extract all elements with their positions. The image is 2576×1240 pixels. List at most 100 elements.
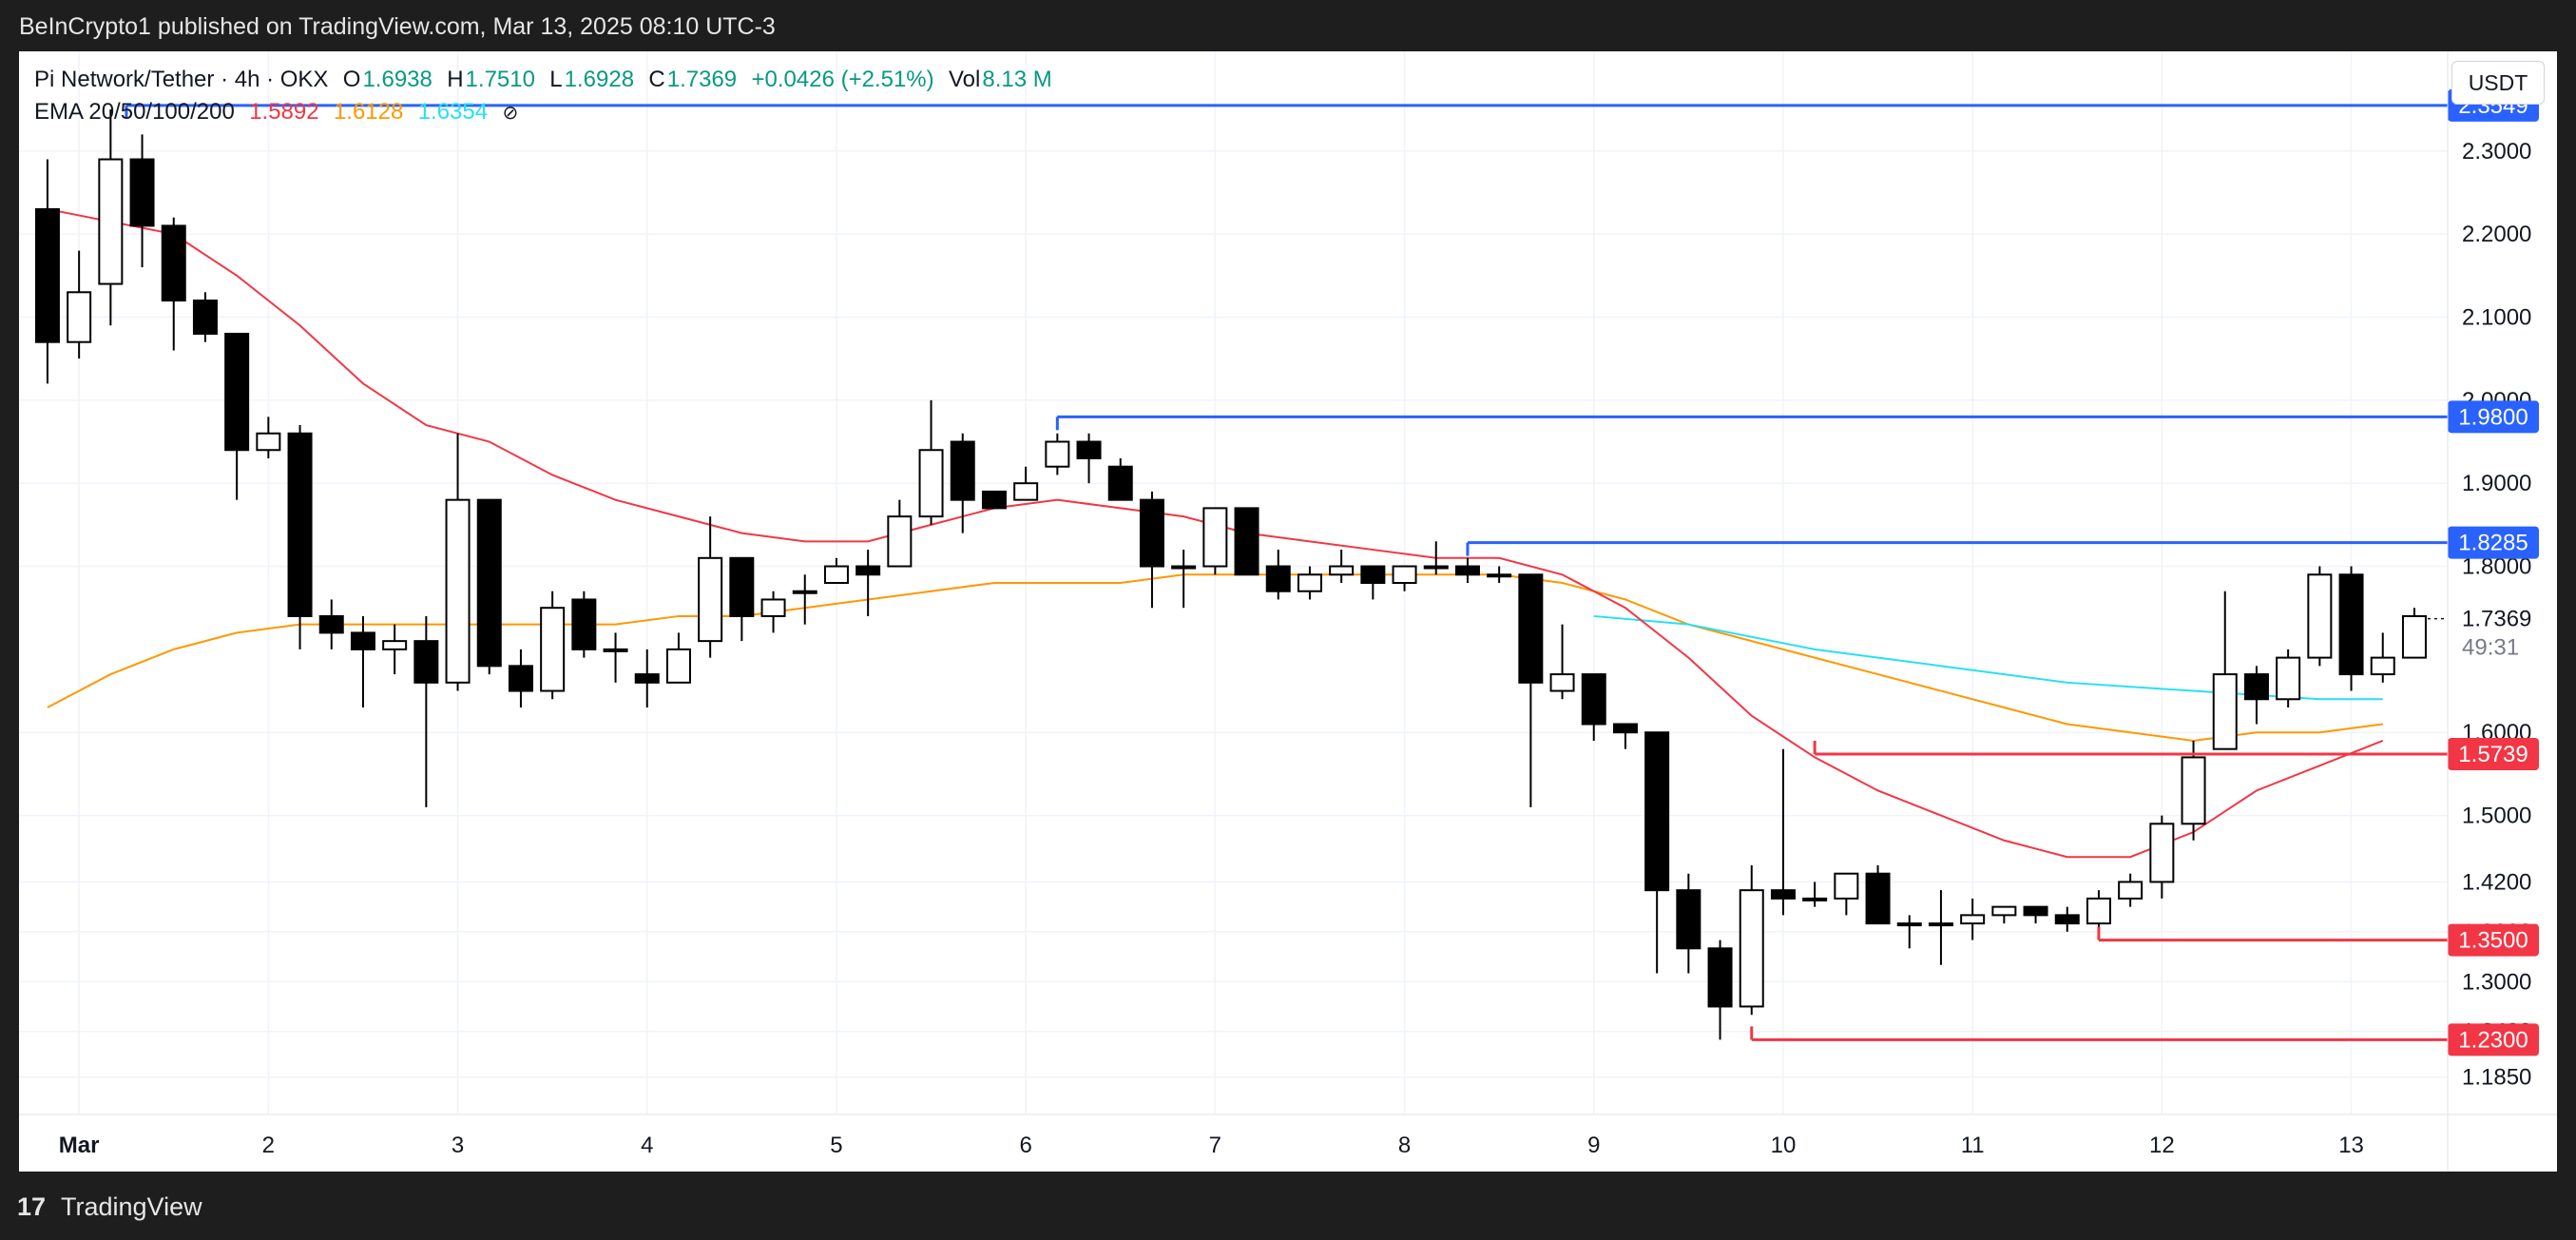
- candle-up[interactable]: [1013, 482, 1039, 501]
- candle-down[interactable]: [2054, 914, 2080, 925]
- candle-down[interactable]: [192, 300, 218, 335]
- candle-up[interactable]: [918, 449, 944, 518]
- candle-up[interactable]: [2086, 897, 2111, 925]
- candle-down[interactable]: [1234, 507, 1259, 576]
- candle-up[interactable]: [445, 498, 471, 684]
- candle-down[interactable]: [855, 565, 881, 576]
- level-badge-text: 1.8285: [2458, 531, 2528, 556]
- candle-up[interactable]: [2370, 656, 2395, 676]
- candle-down[interactable]: [224, 332, 250, 452]
- candle-up[interactable]: [2181, 756, 2206, 825]
- candle-up[interactable]: [98, 158, 124, 285]
- candle-down[interactable]: [1707, 947, 1733, 1008]
- candle-down[interactable]: [1518, 573, 1544, 684]
- candle-down[interactable]: [129, 158, 155, 227]
- tradingview-name[interactable]: TradingView: [61, 1192, 202, 1221]
- price-tick-label: 1.1850: [2462, 1065, 2531, 1091]
- candle-up[interactable]: [823, 565, 849, 584]
- candle-down[interactable]: [161, 224, 186, 302]
- candle-up[interactable]: [1991, 905, 2017, 917]
- candle-up[interactable]: [760, 598, 786, 617]
- currency-button[interactable]: USDT: [2451, 61, 2545, 105]
- bar-countdown-label: 49:31: [2462, 635, 2519, 661]
- candle-down[interactable]: [950, 440, 975, 501]
- candle-up[interactable]: [1960, 914, 1986, 925]
- candle-up[interactable]: [698, 556, 723, 643]
- level-badge-1.3500: [2448, 923, 2539, 957]
- candle-up[interactable]: [1549, 673, 1575, 692]
- candle-up[interactable]: [256, 432, 281, 452]
- ema-label[interactable]: EMA 20/50/100/200: [34, 99, 235, 125]
- candle-up[interactable]: [1297, 573, 1322, 592]
- candle-down[interactable]: [1265, 565, 1291, 592]
- visibility-icon[interactable]: ⊘: [502, 103, 519, 124]
- candle-down[interactable]: [1770, 889, 1796, 900]
- candle-up[interactable]: [2307, 573, 2333, 659]
- candle-down[interactable]: [1139, 498, 1164, 568]
- candle-down[interactable]: [634, 673, 660, 684]
- candle-up[interactable]: [1329, 565, 1355, 576]
- candle-up[interactable]: [540, 607, 566, 692]
- candle-up[interactable]: [67, 291, 92, 343]
- candle-up[interactable]: [1423, 565, 1449, 570]
- chart-panel[interactable]: 2.30002.20002.10002.00001.90001.80001.60…: [19, 51, 2557, 1172]
- candle-down[interactable]: [1644, 731, 1670, 892]
- candle-up[interactable]: [382, 640, 408, 650]
- candle-up[interactable]: [1928, 922, 1953, 927]
- candle-down[interactable]: [1581, 673, 1606, 726]
- candle-up[interactable]: [1896, 922, 1922, 927]
- candle-up[interactable]: [1392, 565, 1417, 584]
- candle-up[interactable]: [1739, 889, 1764, 1008]
- time-tick-label: 12: [2149, 1133, 2175, 1158]
- candle-up[interactable]: [1834, 872, 1859, 900]
- symbol-legend: Pi Network/Tether · 4h · OKX O1.6938 H1.…: [34, 67, 1054, 93]
- candle-down[interactable]: [34, 207, 60, 343]
- ema20-value: 1.5892: [249, 99, 319, 125]
- candle-up[interactable]: [665, 648, 691, 684]
- candle-up[interactable]: [792, 590, 817, 594]
- candle-down[interactable]: [350, 631, 375, 650]
- candle-up[interactable]: [603, 648, 628, 652]
- open-label: O: [342, 67, 361, 92]
- candle-down[interactable]: [1454, 565, 1480, 576]
- symbol-name[interactable]: Pi Network/Tether · 4h · OKX: [34, 67, 329, 92]
- candle-up[interactable]: [2212, 673, 2238, 750]
- candle-down[interactable]: [1612, 723, 1638, 734]
- candle-down[interactable]: [571, 598, 597, 650]
- candle-up[interactable]: [887, 515, 913, 568]
- candle-down[interactable]: [1676, 889, 1701, 950]
- candle-down[interactable]: [413, 640, 439, 684]
- candle-down[interactable]: [1076, 440, 1102, 459]
- candle-down[interactable]: [287, 432, 313, 617]
- candle-up[interactable]: [2401, 614, 2427, 659]
- candle-up[interactable]: [1202, 507, 1228, 568]
- time-tick-label: 9: [1587, 1133, 1600, 1158]
- candle-down[interactable]: [508, 665, 533, 692]
- close-label: C: [648, 67, 665, 92]
- candle-down[interactable]: [1865, 872, 1891, 925]
- last-price-label: 1.7369: [2462, 607, 2531, 632]
- candle-down[interactable]: [2243, 673, 2269, 701]
- candle-down[interactable]: [476, 498, 502, 668]
- price-chart[interactable]: 2.30002.20002.10002.00001.90001.80001.60…: [19, 51, 2557, 1172]
- level-badge-text: 1.5739: [2458, 742, 2528, 767]
- candle-up[interactable]: [2118, 881, 2143, 900]
- candle-down[interactable]: [2338, 573, 2364, 676]
- time-tick-label: 8: [1398, 1133, 1411, 1158]
- candle-up[interactable]: [2276, 656, 2301, 701]
- candle-up[interactable]: [1802, 897, 1828, 901]
- candle-down[interactable]: [2023, 905, 2048, 917]
- change-value: +0.0426 (+2.51%): [751, 67, 934, 92]
- candle-up[interactable]: [1045, 440, 1070, 468]
- candle-down[interactable]: [318, 614, 344, 634]
- time-tick-label: 3: [452, 1133, 464, 1158]
- candle-up[interactable]: [1171, 565, 1197, 570]
- candle-down[interactable]: [729, 556, 755, 617]
- candle-up[interactable]: [2149, 823, 2175, 883]
- candle-down[interactable]: [1107, 465, 1133, 501]
- candle-up[interactable]: [1487, 573, 1512, 578]
- candle-down[interactable]: [1360, 565, 1386, 584]
- vol-value: 8.13 M: [982, 67, 1052, 92]
- tradingview-logo-icon[interactable]: 17: [17, 1192, 47, 1221]
- candle-down[interactable]: [981, 490, 1007, 510]
